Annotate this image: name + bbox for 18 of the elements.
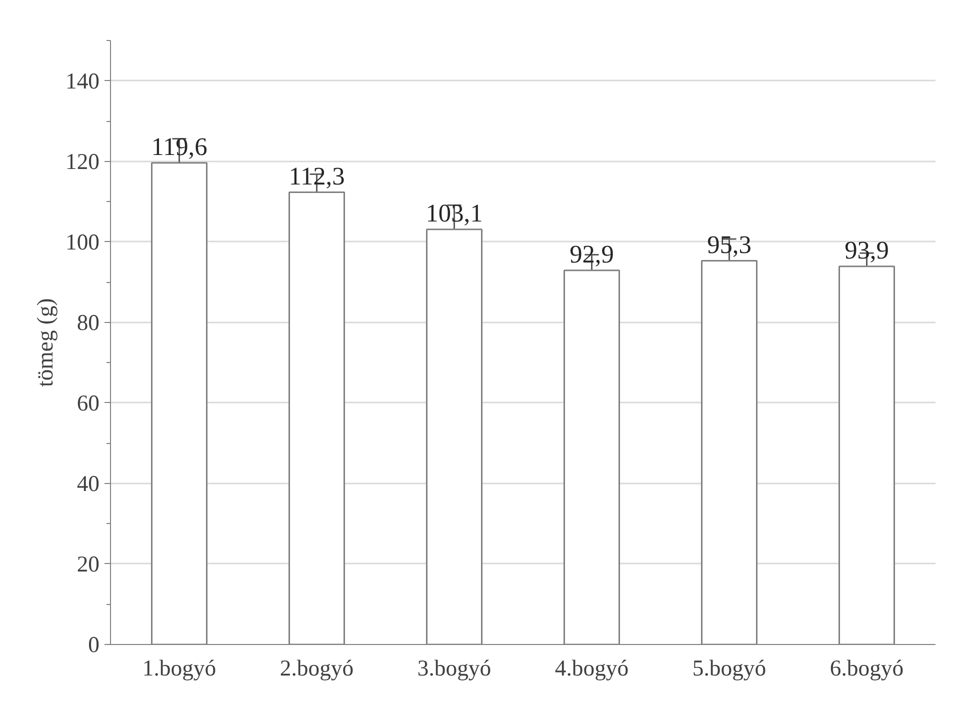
y-tick-label: 40 bbox=[76, 470, 100, 496]
y-tick-label: 100 bbox=[66, 229, 100, 254]
x-tick-label: 4.bogyó bbox=[554, 656, 629, 680]
y-tick-label: 20 bbox=[76, 551, 100, 576]
data-label: 93,9 bbox=[844, 236, 889, 264]
x-tick-label: 3.bogyó bbox=[417, 656, 492, 680]
y-tick-label: 0 bbox=[88, 632, 100, 657]
x-tick-label: 5.bogyó bbox=[692, 656, 766, 680]
y-tick-label: 60 bbox=[76, 390, 100, 416]
x-tick-label: 6.bogyó bbox=[830, 656, 904, 680]
data-label: 112,3 bbox=[288, 162, 345, 190]
y-axis-title: tömeg (g) bbox=[32, 298, 58, 387]
x-tick-label: 2.bogyó bbox=[280, 656, 354, 680]
x-tick-label: 1.bogyó bbox=[142, 656, 216, 680]
data-label: 92,9 bbox=[570, 240, 614, 268]
y-tick-label: 120 bbox=[66, 148, 100, 174]
y-tick-label: 140 bbox=[66, 68, 100, 94]
y-tick-label: 80 bbox=[76, 310, 100, 335]
